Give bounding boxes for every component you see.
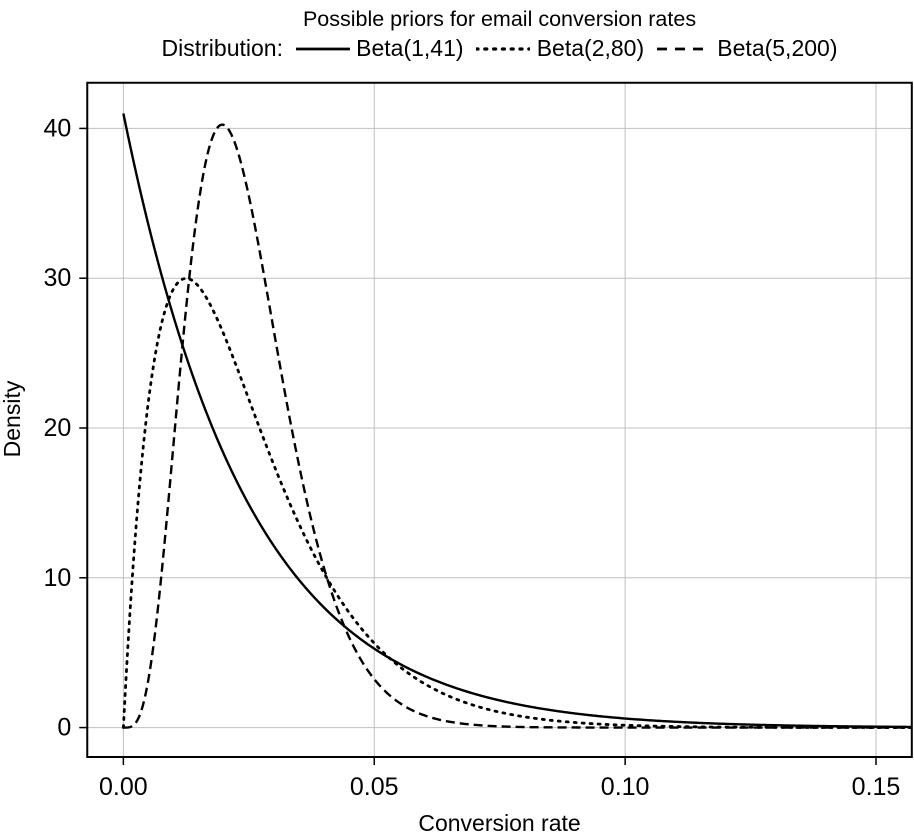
svg-text:30: 30 (43, 264, 71, 292)
svg-text:0.10: 0.10 (601, 773, 650, 801)
svg-text:0.00: 0.00 (99, 773, 148, 801)
svg-text:20: 20 (43, 414, 71, 442)
svg-text:0.15: 0.15 (852, 773, 901, 801)
svg-text:0.05: 0.05 (350, 773, 399, 801)
svg-text:Density: Density (0, 380, 25, 457)
svg-text:10: 10 (43, 564, 71, 592)
svg-text:0: 0 (57, 714, 71, 742)
svg-text:40: 40 (43, 114, 71, 142)
